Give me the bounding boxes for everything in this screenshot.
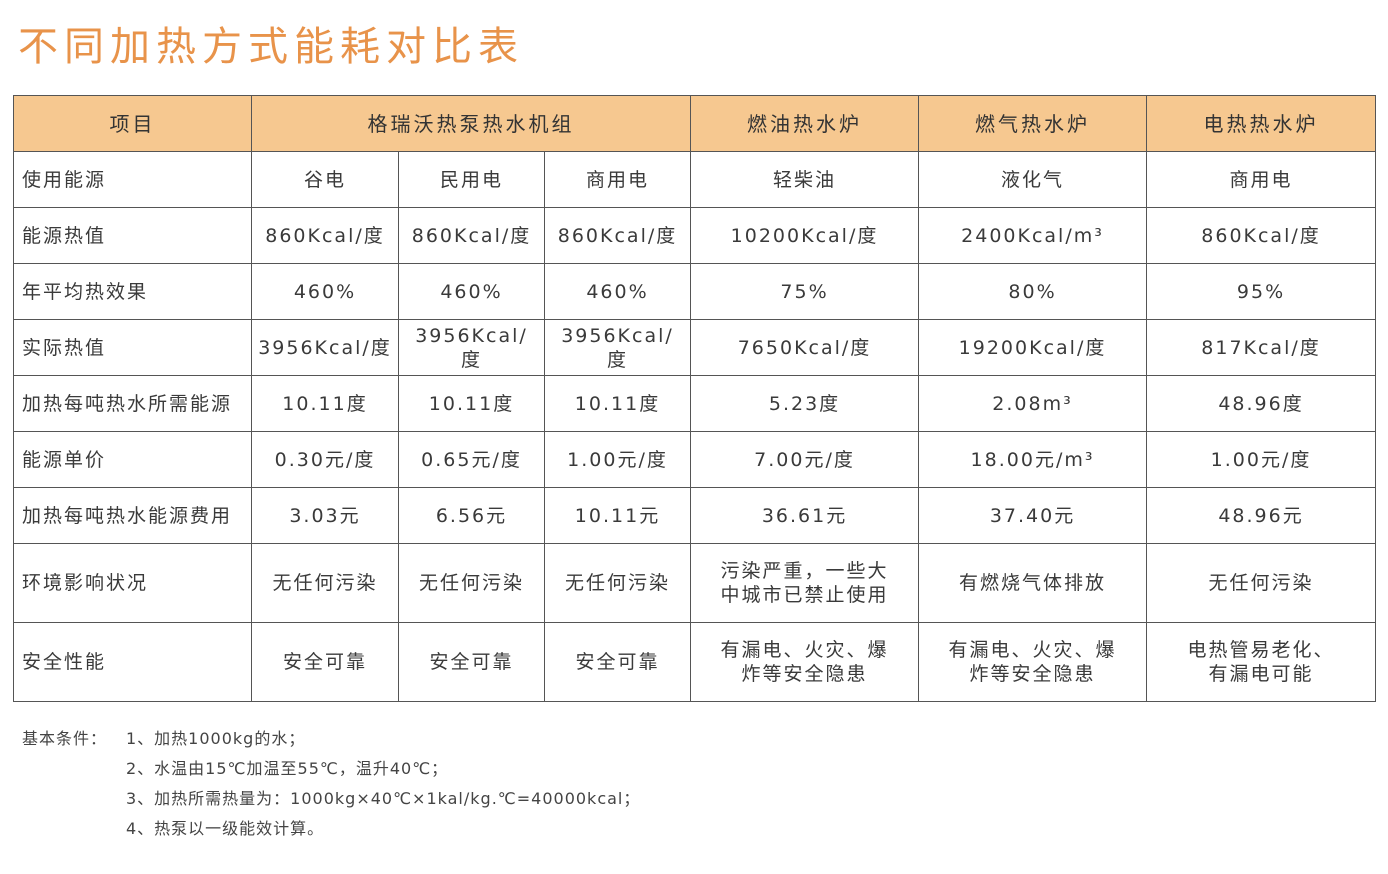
cell-line: 有漏电、火灾、爆	[948, 639, 1117, 661]
table-cell: 3.03元	[251, 487, 399, 544]
table-cell: 液化气	[918, 151, 1148, 208]
table-row: 能源热值 860Kcal/度 860Kcal/度 860Kcal/度 10200Kcal…	[13, 207, 1377, 264]
table-row: 环境影响状况 无任何污染 无任何污染 无任何污染 污染严重，一些大 中城市已禁止使用 有燃烧…	[13, 543, 1377, 623]
table-cell: 2400Kcal/m³	[918, 207, 1148, 264]
page-title: 不同加热方式能耗对比表	[18, 24, 524, 70]
note-item: 3、加热所需热量为：1000kg×40℃×1kal/kg.℃=40000kcal…	[126, 789, 641, 808]
table-row: 能源单价 0.30元/度 0.65元/度 1.00元/度 7.00元/度 18.00元/m…	[13, 431, 1377, 488]
note-item: 1、加热1000kg的水；	[126, 729, 306, 748]
note-item: 2、水温由15℃加温至55℃，温升40℃；	[126, 759, 449, 778]
cell-line: 污染严重，一些大	[720, 560, 889, 582]
table-cell: 18.00元/m³	[918, 431, 1148, 488]
table-cell: 民用电	[398, 151, 545, 208]
table-cell: 商用电	[1146, 151, 1377, 208]
table-cell: 10.11元	[543, 487, 692, 544]
table-cell: 有燃烧气体排放	[918, 543, 1148, 623]
table-cell: 5.23度	[690, 375, 920, 432]
table-row: 使用能源 谷电 民用电 商用电 轻柴油 液化气 商用电	[13, 151, 1377, 208]
table-header-row: 项目 格瑞沃热泵热水机组 燃油热水炉 燃气热水炉 电热热水炉	[13, 95, 1377, 152]
table-row: 实际热值 3956Kcal/度 3956Kcal/度 3956Kcal/度 7650Kc…	[13, 319, 1377, 376]
row-label: 使用能源	[13, 151, 252, 208]
table-cell: 轻柴油	[690, 151, 920, 208]
table-cell: 0.30元/度	[251, 431, 399, 488]
conditions-notes: 基本条件： 1、加热1000kg的水； 2、水温由15℃加温至55℃，温升40℃；…	[22, 724, 640, 844]
table-cell: 商用电	[543, 151, 692, 208]
header-item: 项目	[13, 95, 252, 152]
row-label: 能源热值	[13, 207, 252, 264]
table-cell: 460%	[251, 263, 399, 320]
table-cell: 37.40元	[918, 487, 1148, 544]
table-cell: 460%	[543, 263, 692, 320]
table-cell: 安全可靠	[543, 622, 692, 702]
table-cell: 污染严重，一些大 中城市已禁止使用	[690, 543, 920, 623]
table-cell: 7.00元/度	[690, 431, 920, 488]
table-cell: 1.00元/度	[543, 431, 692, 488]
cell-line: 炸等安全隐患	[969, 663, 1096, 685]
note-item: 4、热泵以一级能效计算。	[126, 819, 325, 838]
table-cell: 安全可靠	[251, 622, 399, 702]
notes-label: 基本条件：	[22, 729, 108, 748]
table-cell: 1.00元/度	[1146, 431, 1377, 488]
row-label: 环境影响状况	[13, 543, 252, 623]
table-cell: 36.61元	[690, 487, 920, 544]
comparison-table: 项目 格瑞沃热泵热水机组 燃油热水炉 燃气热水炉 电热热水炉 使用能源 谷电 民用电…	[13, 95, 1377, 702]
table-cell: 有漏电、火灾、爆 炸等安全隐患	[690, 622, 920, 702]
table-row: 加热每吨热水所需能源 10.11度 10.11度 10.11度 5.23度 2.08m³ 4…	[13, 375, 1377, 432]
table-cell: 10.11度	[251, 375, 399, 432]
cell-line: 中城市已禁止使用	[720, 584, 889, 606]
table-cell: 电热管易老化、 有漏电可能	[1146, 622, 1377, 702]
table-cell: 无任何污染	[1146, 543, 1377, 623]
row-label: 年平均热效果	[13, 263, 252, 320]
table-cell: 860Kcal/度	[398, 207, 545, 264]
table-row: 年平均热效果 460% 460% 460% 75% 80% 95%	[13, 263, 1377, 320]
cell-line: 电热管易老化、	[1187, 639, 1335, 661]
table-cell: 817Kcal/度	[1146, 319, 1377, 376]
table-cell: 6.56元	[398, 487, 545, 544]
row-label: 加热每吨热水能源费用	[13, 487, 252, 544]
table-cell: 75%	[690, 263, 920, 320]
row-label: 加热每吨热水所需能源	[13, 375, 252, 432]
table-cell: 48.96度	[1146, 375, 1377, 432]
cell-line: 炸等安全隐患	[741, 663, 868, 685]
table-cell: 3956Kcal/度	[398, 319, 545, 376]
table-cell: 无任何污染	[251, 543, 399, 623]
table-cell: 860Kcal/度	[543, 207, 692, 264]
row-label: 能源单价	[13, 431, 252, 488]
table-cell: 无任何污染	[543, 543, 692, 623]
row-label: 安全性能	[13, 622, 252, 702]
note-line: 基本条件： 1、加热1000kg的水；	[22, 724, 640, 754]
table-cell: 80%	[918, 263, 1148, 320]
cell-line: 有漏电可能	[1208, 663, 1314, 685]
row-label: 实际热值	[13, 319, 252, 376]
table-cell: 48.96元	[1146, 487, 1377, 544]
header-gas-boiler: 燃气热水炉	[918, 95, 1148, 152]
table-cell: 无任何污染	[398, 543, 545, 623]
table-cell: 谷电	[251, 151, 399, 208]
table-cell: 安全可靠	[398, 622, 545, 702]
table-cell: 3956Kcal/度	[543, 319, 692, 376]
table-cell: 7650Kcal/度	[690, 319, 920, 376]
table-cell: 860Kcal/度	[1146, 207, 1377, 264]
table-cell: 3956Kcal/度	[251, 319, 399, 376]
table-cell: 860Kcal/度	[251, 207, 399, 264]
table-cell: 19200Kcal/度	[918, 319, 1148, 376]
table-cell: 0.65元/度	[398, 431, 545, 488]
header-oil-boiler: 燃油热水炉	[690, 95, 920, 152]
table-cell: 有漏电、火灾、爆 炸等安全隐患	[918, 622, 1148, 702]
table-row: 加热每吨热水能源费用 3.03元 6.56元 10.11元 36.61元 37.40元 48…	[13, 487, 1377, 544]
table-cell: 460%	[398, 263, 545, 320]
header-electric-boiler: 电热热水炉	[1146, 95, 1377, 152]
header-heat-pump: 格瑞沃热泵热水机组	[250, 95, 692, 152]
table-cell: 95%	[1146, 263, 1377, 320]
table-cell: 10200Kcal/度	[690, 207, 920, 264]
table-cell: 2.08m³	[918, 375, 1148, 432]
table-row: 安全性能 安全可靠 安全可靠 安全可靠 有漏电、火灾、爆 炸等安全隐患 有漏电、火灾、爆 炸等…	[13, 622, 1377, 702]
table-cell: 10.11度	[543, 375, 692, 432]
cell-line: 有漏电、火灾、爆	[720, 639, 889, 661]
table-cell: 10.11度	[398, 375, 545, 432]
